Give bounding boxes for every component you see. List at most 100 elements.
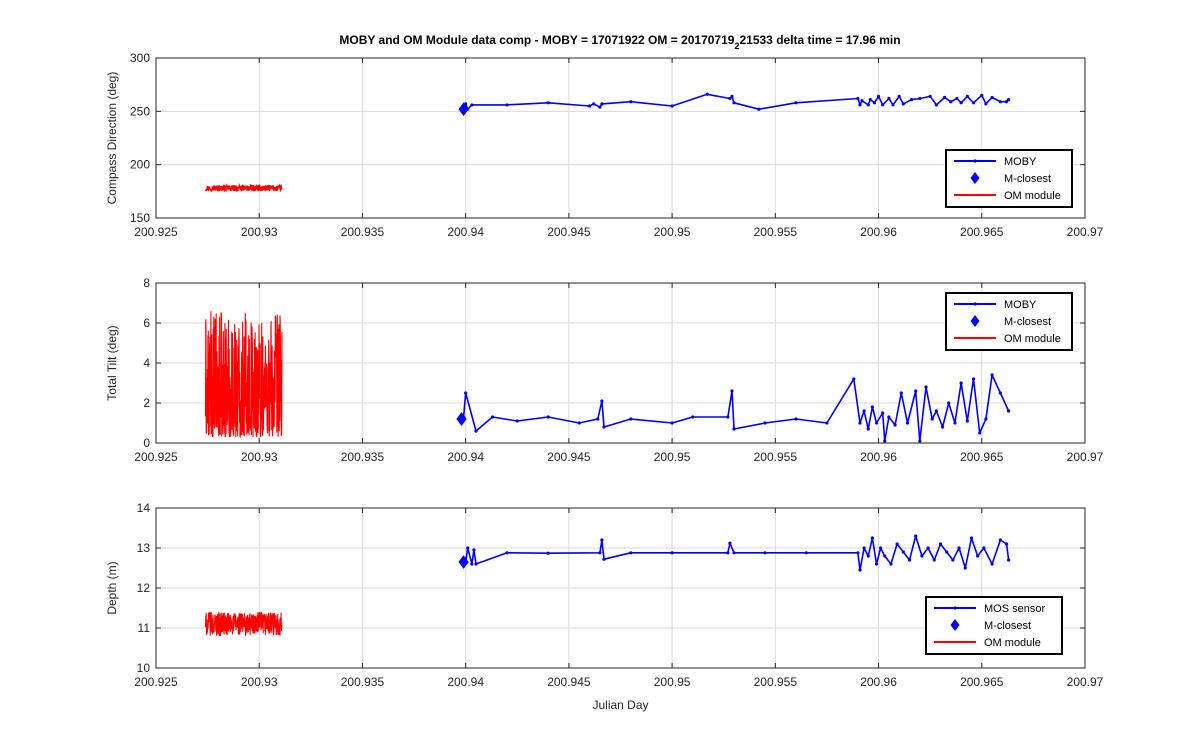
tilt-series-moby-point (732, 427, 736, 431)
tilt-x-tick-label: 200.96 (860, 450, 897, 464)
tilt-y-tick-label: 4 (143, 356, 150, 370)
depth-series-moby-point (895, 542, 899, 546)
tilt-series-moby-point (474, 429, 478, 433)
depth-series-m-closest-marker (458, 555, 469, 569)
depth-series-moby-point (920, 554, 924, 558)
tilt-series-moby-point (870, 405, 874, 409)
compass-series-moby-point (943, 95, 947, 100)
compass-x-tick-label: 200.96 (860, 225, 897, 239)
depth-series-moby-point (963, 566, 967, 570)
compass-legend-label: MOBY (1004, 156, 1037, 168)
compass-series-moby-point (872, 101, 877, 105)
depth-series-moby-point (726, 551, 730, 555)
compass-y-tick-label: 200 (130, 158, 150, 172)
tilt-series-moby-point (978, 431, 982, 435)
chart-panel-depth: 200.925 200.93 200.935 200.94 200.945 200.95 2… (105, 501, 1104, 712)
depth-series-moby-point (629, 551, 633, 555)
tilt-series-moby-point (874, 421, 879, 425)
tilt-series-moby-point (924, 385, 928, 389)
depth-series-moby-point (1007, 558, 1011, 562)
tilt-series-moby-point (940, 425, 945, 429)
tilt-series-moby-point (984, 417, 988, 421)
tilt-series-moby-point (602, 425, 606, 429)
depth-series-moby-point (474, 562, 478, 566)
depth-x-tick-label: 200.95 (654, 675, 691, 689)
compass-x-tick-label: 200.94 (447, 225, 484, 239)
depth-y-tick-label: 10 (137, 661, 151, 675)
compass-series-moby-point (600, 102, 604, 106)
tilt-series-moby-point (899, 391, 903, 395)
depth-x-tick-label: 200.93 (241, 675, 278, 689)
compass-series-om-line (204, 183, 283, 193)
compass-series-moby-point (1007, 98, 1011, 102)
compass-series-moby-point (757, 107, 761, 111)
compass-series-moby-point (949, 100, 953, 104)
depth-x-tick-label: 200.97 (1067, 675, 1104, 689)
depth-y-axis-label: Depth (m) (105, 561, 119, 614)
tilt-series-moby-point (825, 421, 829, 425)
compass-x-tick-label: 200.95 (654, 225, 691, 239)
compass-series-moby-point (955, 96, 959, 101)
tilt-y-tick-label: 6 (143, 316, 150, 330)
compass-legend-swatch-diamond (970, 172, 980, 184)
tilt-series-moby-point (794, 417, 798, 421)
tilt-series-moby-point (763, 421, 767, 425)
compass-series-moby-point (918, 96, 922, 101)
tilt-legend-label: OM module (1004, 333, 1061, 345)
depth-legend-swatch-diamond (950, 619, 960, 631)
compass-series-moby-point (629, 100, 633, 104)
depth-legend-label: OM module (984, 637, 1041, 649)
tilt-series-moby-point (852, 377, 856, 381)
tilt-series-moby-point (965, 419, 969, 423)
tilt-x-tick-label: 200.95 (654, 450, 691, 464)
compass-series-moby-point (984, 102, 988, 106)
tilt-series-moby-point (971, 377, 976, 381)
tilt-series-moby-point (914, 389, 918, 393)
tilt-series-moby-point (934, 409, 938, 413)
depth-series-moby-point (969, 536, 974, 540)
chart-panel-compass: 200.925 200.93 200.935 200.94 200.945 200.95 2… (105, 51, 1104, 239)
compass-series-moby-point (901, 102, 905, 106)
tilt-legend-swatch-diamond (970, 315, 980, 327)
depth-series-moby-point (858, 568, 862, 572)
tilt-series-moby-point (990, 373, 994, 377)
depth-series-moby-point (907, 558, 912, 562)
compass-series-moby-point (928, 94, 932, 98)
depth-series-moby-point (602, 557, 606, 561)
chart-panel-tilt: 200.925 200.93 200.935 200.94 200.945 200.95 2… (105, 276, 1104, 464)
depth-x-tick-label: 200.925 (134, 675, 178, 689)
compass-series-moby-point (732, 101, 736, 105)
tilt-series-moby-point (490, 415, 495, 419)
tilt-series-moby-point (726, 415, 730, 419)
tilt-series-m-closest-marker (456, 412, 467, 426)
compass-series-moby-point (858, 103, 862, 107)
tilt-legend-swatch-point (973, 302, 977, 306)
compass-y-tick-label: 300 (130, 51, 150, 65)
depth-series-moby-point (470, 562, 474, 566)
tilt-legend-box (945, 292, 1073, 351)
tilt-y-tick-label: 0 (143, 436, 150, 450)
compass-series-moby-point (965, 94, 969, 98)
compass-legend-box (945, 149, 1073, 208)
depth-x-tick-label: 200.94 (447, 675, 484, 689)
depth-series-moby-point (505, 551, 509, 555)
depth-series-moby-point (976, 554, 980, 558)
compass-series-moby-point (990, 95, 994, 100)
tilt-series-moby-point (887, 415, 891, 419)
tilt-series-moby-point (858, 421, 862, 425)
depth-x-tick-label: 200.945 (547, 675, 591, 689)
tilt-series-moby-point (959, 381, 963, 385)
compass-legend-label: M-closest (1004, 173, 1051, 185)
compass-series-moby-point (592, 102, 596, 106)
depth-legend-label: MOS sensor (984, 603, 1045, 615)
compass-series-m-closest-marker (458, 102, 469, 117)
compass-series-moby-point (934, 103, 938, 107)
compass-series-moby-point (876, 94, 881, 98)
depth-series-moby-point (951, 558, 955, 562)
compass-x-tick-label: 200.935 (341, 225, 385, 239)
depth-x-tick-label: 200.96 (860, 675, 897, 689)
tilt-series-moby-point (464, 391, 468, 395)
compass-series-moby-point (470, 103, 474, 107)
compass-series-moby-point (730, 94, 734, 98)
